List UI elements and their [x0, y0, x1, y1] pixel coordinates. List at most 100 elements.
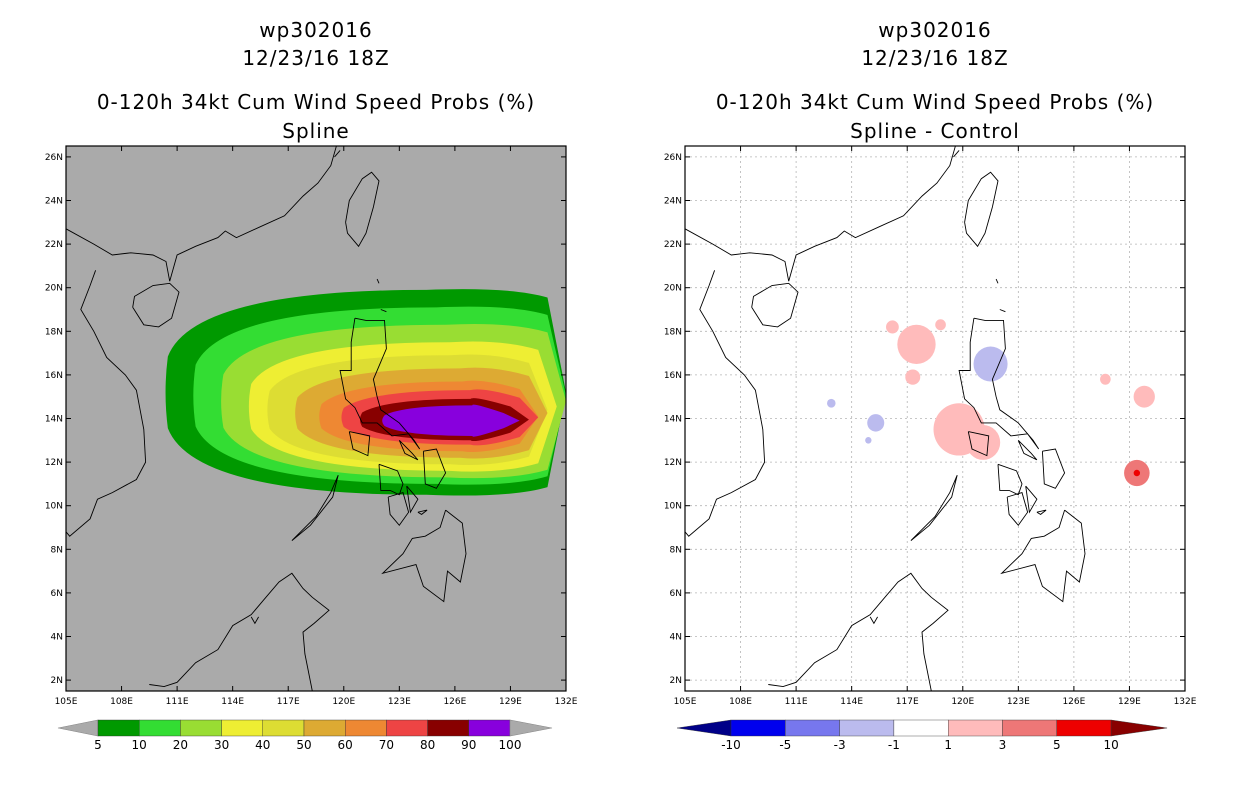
colorbar-swatch [1056, 719, 1112, 737]
colorbar-swatch [730, 719, 786, 737]
negative-anomaly [867, 414, 885, 432]
colorbar-label: -5 [779, 738, 791, 752]
left-y-tick-label: 6N [51, 589, 63, 599]
right-coastline-segment [910, 475, 958, 541]
colorbar-over-arrow [509, 719, 553, 737]
right-coastline-segment [964, 171, 999, 248]
colorbar-swatch [1002, 719, 1057, 737]
right-colorbar: -10 -5 -3 -1 1 3 5 10 [676, 719, 1168, 752]
right-coastline-segment [685, 146, 956, 282]
positive-anomaly [935, 319, 946, 331]
positive-anomaly [1133, 385, 1155, 408]
right-y-tick-label: 20N [664, 284, 682, 294]
colorbar-label: 1 [944, 738, 952, 752]
colorbar-label: 50 [296, 738, 311, 752]
right-coastline-segment [1006, 492, 1029, 527]
right-x-tick-label: 120E [951, 697, 974, 707]
left-coastline-segment [66, 146, 337, 282]
left-coastline-segment [339, 317, 421, 450]
colorbar-label: 90 [461, 738, 476, 752]
left-coastline-segment [417, 509, 428, 515]
right-y-tick-label: 16N [664, 371, 682, 381]
colorbar-swatch [180, 719, 222, 737]
left-coastline-segment [334, 150, 341, 158]
left-coastline-segment [132, 282, 180, 328]
colorbar-label: 10 [132, 738, 147, 752]
right-difference-anomalies [827, 319, 1155, 487]
left-coastline-segment [66, 270, 147, 537]
colorbar-swatch [303, 719, 346, 737]
right-y-tick-label: 12N [664, 458, 682, 468]
colorbar-label: 70 [379, 738, 394, 752]
colorbar-label: 5 [94, 738, 102, 752]
left-y-tick-label: 26N [45, 153, 63, 163]
right-y-tick-label: 2N [670, 676, 682, 686]
right-title-method: Spline - Control [850, 119, 1020, 143]
left-coastline-segment [381, 509, 467, 603]
right-coastline-segment [869, 616, 878, 625]
left-title-product: 0-120h 34kt Cum Wind Speed Probs (%) [96, 90, 536, 114]
right-x-tick-label: 123E [1007, 697, 1030, 707]
left-x-tick-label: 126E [443, 697, 466, 707]
colorbar-over-arrow [1110, 719, 1168, 737]
negative-anomaly [865, 437, 872, 444]
right-coastline-segment [1000, 509, 1086, 603]
left-coastline-segment [406, 485, 419, 514]
left-x-tick-label: 129E [499, 697, 522, 707]
left-x-tick-label: 108E [110, 697, 133, 707]
colorbar-swatch [138, 719, 181, 737]
colorbar-swatch [97, 719, 140, 737]
left-y-tick-label: 24N [45, 197, 63, 207]
left-x-tick-label: 120E [332, 697, 355, 707]
left-coastline-segment [149, 572, 330, 691]
colorbar-label: 3 [999, 738, 1007, 752]
right-coastline-segment [997, 463, 1023, 496]
colorbar-label: 40 [255, 738, 270, 752]
left-coastline-segment [378, 463, 404, 496]
colorbar-label: -10 [721, 738, 741, 752]
left-title-method: Spline [282, 119, 350, 143]
right-coastline-segment [1025, 485, 1038, 514]
colorbar-swatch [427, 719, 470, 737]
left-y-tick-label: 18N [45, 327, 63, 337]
left-y-tick-label: 20N [45, 284, 63, 294]
right-coastline-segment [953, 150, 960, 158]
right-coastline-segment [751, 282, 799, 328]
left-axis-ticks: 105E 108E 111E 114E 117E 120E 123E 126E 129E 132E… [45, 146, 578, 707]
colorbar-label: -3 [834, 738, 846, 752]
colorbar-swatch [221, 719, 264, 737]
right-x-tick-label: 132E [1174, 697, 1197, 707]
colorbar-label: 5 [1053, 738, 1061, 752]
colorbar-under-arrow [676, 719, 732, 737]
right-coastline-segment [1017, 439, 1038, 461]
colorbar-label: 10 [1103, 738, 1118, 752]
right-y-tick-label: 4N [670, 633, 682, 643]
left-x-tick-label: 105E [55, 697, 78, 707]
right-title-storm: wp302016 [878, 18, 992, 42]
right-title-time: 12/23/16 18Z [861, 46, 1009, 70]
right-x-tick-label: 117E [896, 697, 919, 707]
right-coastline-segment [958, 317, 1040, 450]
left-x-tick-label: 114E [221, 697, 244, 707]
right-coastline-segment [768, 572, 949, 691]
left-y-tick-label: 14N [45, 415, 63, 425]
colorbar-swatch [839, 719, 895, 737]
right-x-tick-label: 105E [674, 697, 697, 707]
right-gridlines [685, 146, 1185, 691]
colorbar-swatch [893, 719, 949, 737]
left-coastline-segment [380, 309, 387, 313]
right-x-tick-label: 111E [785, 697, 808, 707]
right-x-tick-label: 108E [729, 697, 752, 707]
prob-contour-90 [382, 404, 520, 437]
left-coastline-segment [398, 439, 419, 461]
left-y-tick-label: 4N [51, 633, 63, 643]
left-coastlines [66, 146, 467, 691]
left-y-tick-label: 12N [45, 458, 63, 468]
right-y-tick-label: 14N [664, 415, 682, 425]
colorbar-swatch [262, 719, 305, 737]
right-y-tick-label: 8N [670, 545, 682, 555]
left-x-tick-label: 111E [166, 697, 189, 707]
left-x-tick-label: 123E [388, 697, 411, 707]
left-y-tick-label: 8N [51, 545, 63, 555]
